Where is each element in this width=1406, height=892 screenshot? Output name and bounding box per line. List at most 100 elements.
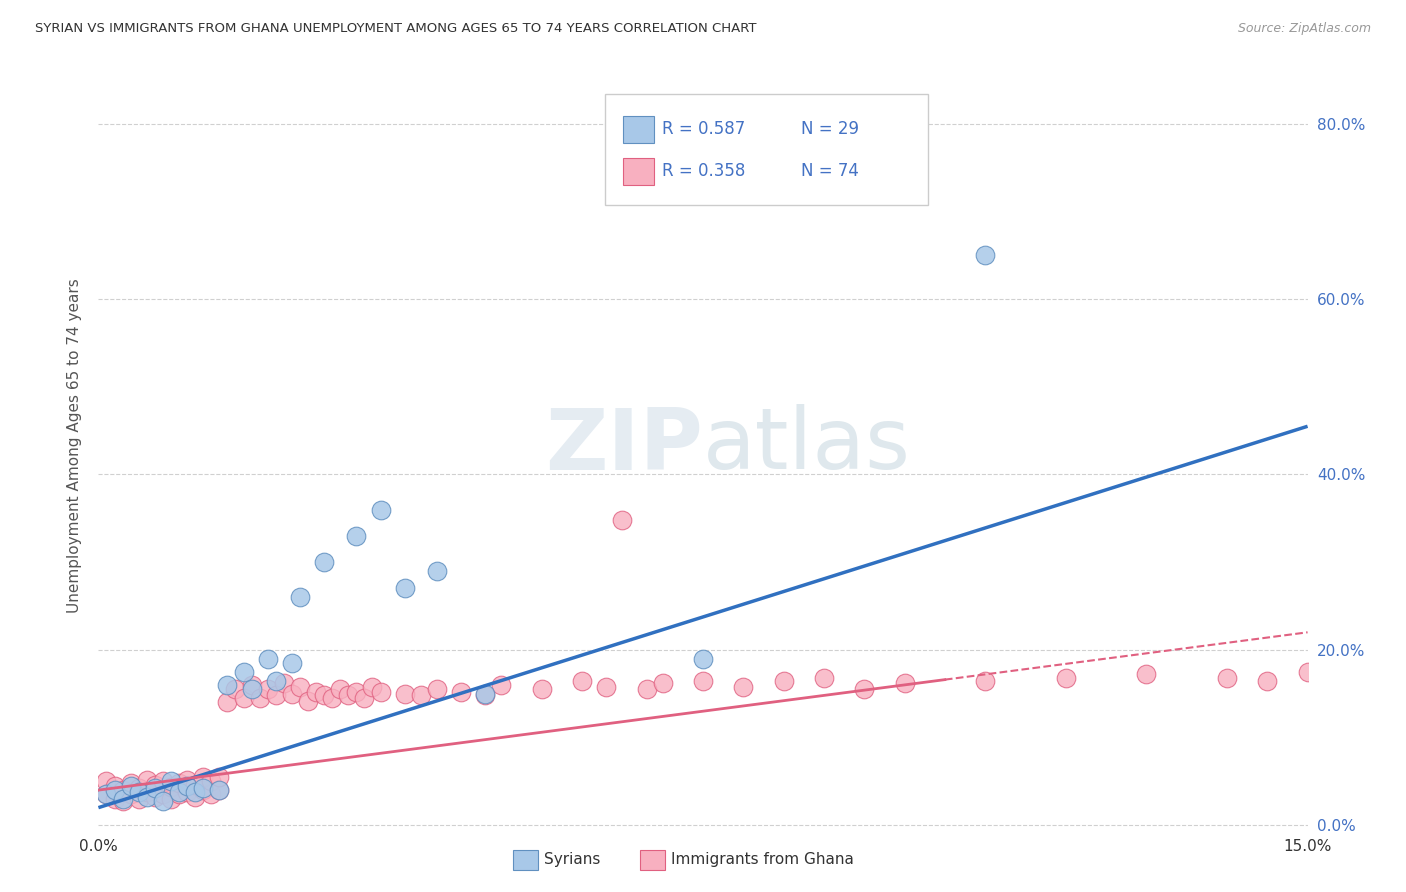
Point [636, 682, 658, 697]
Point [120, 776, 142, 790]
Text: Source: ZipAtlas.com: Source: ZipAtlas.com [1237, 22, 1371, 36]
Point [1256, 673, 1278, 688]
Point [974, 248, 997, 262]
Point [314, 555, 336, 569]
Point [256, 651, 278, 665]
Point [232, 691, 254, 706]
Point [281, 687, 304, 701]
Point [353, 691, 375, 706]
Point [491, 678, 513, 692]
Point [120, 779, 142, 793]
Point [160, 792, 183, 806]
Point [370, 685, 392, 699]
Point [167, 785, 190, 799]
Point [249, 691, 271, 706]
Point [329, 682, 352, 697]
Point [152, 774, 174, 789]
Point [152, 794, 174, 808]
Point [160, 780, 183, 794]
Point [314, 689, 336, 703]
Point [305, 685, 328, 699]
Point [612, 513, 634, 527]
Point [450, 685, 472, 699]
Point [193, 783, 215, 797]
Point [426, 564, 449, 578]
Point [200, 788, 222, 802]
Point [394, 582, 416, 596]
Text: Immigrants from Ghana: Immigrants from Ghana [671, 853, 853, 867]
Point [692, 651, 714, 665]
Point [409, 689, 432, 703]
Point [184, 790, 207, 805]
Point [344, 685, 367, 699]
Point [232, 665, 254, 679]
Point [176, 772, 198, 787]
Point [337, 689, 360, 703]
Point [893, 676, 915, 690]
Point [1054, 671, 1077, 685]
Point [297, 694, 319, 708]
Point [1216, 671, 1239, 685]
Point [264, 689, 287, 703]
Point [1135, 667, 1157, 681]
Point [217, 678, 239, 692]
Text: Syrians: Syrians [544, 853, 600, 867]
Point [184, 785, 207, 799]
Point [974, 673, 997, 688]
Point [135, 772, 157, 787]
Point [321, 691, 343, 706]
Point [273, 676, 295, 690]
Point [152, 787, 174, 801]
Point [135, 790, 157, 805]
Text: ZIP: ZIP [546, 404, 703, 488]
Point [595, 680, 617, 694]
Point [474, 689, 496, 703]
Y-axis label: Unemployment Among Ages 65 to 74 years: Unemployment Among Ages 65 to 74 years [66, 278, 82, 614]
Point [394, 687, 416, 701]
Point [111, 792, 134, 806]
Point [692, 673, 714, 688]
Point [111, 783, 134, 797]
Point [96, 774, 118, 789]
Point [208, 770, 231, 784]
Point [571, 673, 593, 688]
Point [264, 673, 287, 688]
Point [103, 783, 125, 797]
Point [772, 673, 794, 688]
Point [193, 770, 215, 784]
Point [143, 778, 166, 792]
Point [135, 785, 157, 799]
Point [733, 680, 755, 694]
Point [143, 790, 166, 805]
Point [176, 779, 198, 793]
Point [111, 794, 134, 808]
Point [224, 682, 246, 697]
Point [288, 680, 311, 694]
Point [184, 778, 207, 792]
Point [370, 502, 392, 516]
Point [344, 529, 367, 543]
Point [128, 781, 150, 796]
Point [208, 783, 231, 797]
Text: R = 0.358: R = 0.358 [662, 162, 745, 180]
Text: SYRIAN VS IMMIGRANTS FROM GHANA UNEMPLOYMENT AMONG AGES 65 TO 74 YEARS CORRELATI: SYRIAN VS IMMIGRANTS FROM GHANA UNEMPLOY… [35, 22, 756, 36]
Point [176, 785, 198, 799]
Point [120, 788, 142, 802]
Point [256, 682, 278, 697]
Point [96, 788, 118, 802]
Text: atlas: atlas [703, 404, 911, 488]
Point [200, 774, 222, 789]
Text: R = 0.587: R = 0.587 [662, 120, 745, 138]
Point [240, 678, 263, 692]
Point [96, 788, 118, 802]
Text: N = 29: N = 29 [801, 120, 859, 138]
Point [426, 682, 449, 697]
Point [160, 774, 183, 789]
Point [143, 781, 166, 796]
Point [530, 682, 553, 697]
Point [853, 682, 876, 697]
Point [167, 776, 190, 790]
Point [240, 682, 263, 697]
Point [361, 680, 384, 694]
Point [103, 792, 125, 806]
